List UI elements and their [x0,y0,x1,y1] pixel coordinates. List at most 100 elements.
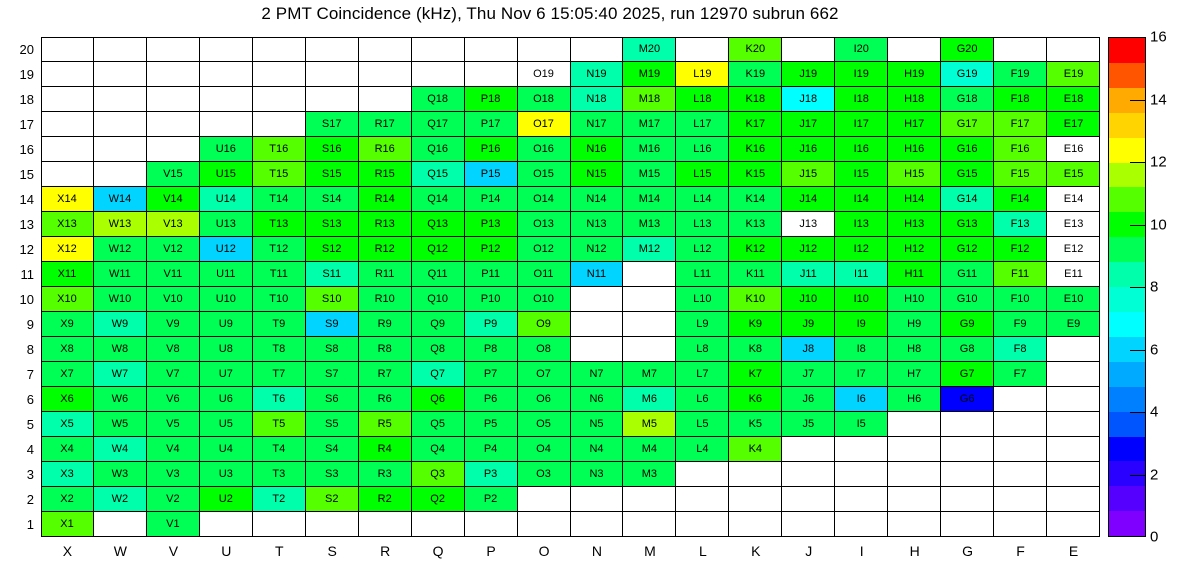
heatmap-cell-label: O6 [536,392,551,405]
heatmap-cell-label: M5 [641,417,658,430]
heatmap-cell: G12 [941,237,995,262]
x-axis-tick-label: K [751,543,761,559]
y-axis-tick-label: 18 [19,92,34,107]
heatmap-cell-label: I8 [856,342,866,355]
heatmap-cell-empty [623,512,677,537]
colorbar-tick-label: 12 [1150,153,1167,171]
heatmap-cell: T8 [252,337,306,362]
heatmap-cell-label: W11 [109,267,131,280]
heatmap-cell-label: L15 [693,167,712,180]
heatmap-cell-empty [888,512,942,537]
heatmap-cell-label: X1 [60,518,74,530]
heatmap-cell: R14 [358,187,412,212]
heatmap-cell-label: Q16 [427,142,449,155]
heatmap-cell-label: K4 [748,442,763,455]
colorbar-band [1109,187,1145,213]
heatmap-cell: L11 [676,262,730,287]
heatmap-cell: O7 [517,362,571,387]
heatmap-cell-label: Q4 [430,442,445,455]
heatmap-cell-empty [358,87,412,112]
heatmap-cell: M16 [623,137,677,162]
heatmap-cell: M17 [623,112,677,137]
heatmap-cell-label: X9 [60,317,74,330]
heatmap-cell-label: J11 [799,267,817,280]
heatmap-cell: L13 [676,212,730,237]
heatmap-cell-empty [835,462,889,487]
x-axis-tick-label: M [644,543,656,559]
heatmap-cell-label: F8 [1013,342,1027,355]
heatmap-cell-label: V6 [166,392,180,405]
heatmap-cell-label: J16 [799,142,818,155]
heatmap-cell-label: Q14 [427,192,449,205]
heatmap-cell: Q14 [411,187,465,212]
heatmap-cell-empty [93,512,147,537]
heatmap-cell: N7 [570,362,624,387]
heatmap-cell-label: J19 [799,67,818,80]
heatmap-cell: T14 [252,187,306,212]
heatmap-cell-label: X5 [60,417,74,430]
heatmap-cell-label: W7 [111,367,129,380]
heatmap-cell: N17 [570,112,624,137]
heatmap-cell: K16 [729,137,783,162]
heatmap-cell-label: F15 [1010,167,1030,180]
heatmap-cell-label: H8 [907,342,922,355]
heatmap-cell-label: R10 [374,292,395,305]
heatmap-cell: X7 [41,362,94,387]
heatmap-cell: K6 [729,387,783,412]
heatmap-cell-label: I13 [853,217,869,230]
y-axis-tick-label: 6 [26,392,34,407]
heatmap-cell: S6 [305,387,359,412]
heatmap-cell: W14 [93,187,147,212]
heatmap-cell-label: L9 [696,317,709,330]
heatmap-cell-empty [888,462,942,487]
heatmap-cell: J8 [782,337,836,362]
heatmap-cell: H15 [888,162,942,187]
heatmap-cell-label: X4 [60,442,74,455]
heatmap-cell-label: M13 [638,217,661,230]
heatmap-cell: N14 [570,187,624,212]
heatmap-cell: Q6 [411,387,465,412]
heatmap-cell-label: R17 [374,117,395,130]
heatmap-cell: K5 [729,412,783,437]
heatmap-cell: T3 [252,462,306,487]
heatmap-cell-label: X7 [60,367,74,380]
heatmap-cell: V15 [146,162,200,187]
heatmap-cell-label: O16 [533,142,554,155]
heatmap-cell: X4 [41,437,94,462]
heatmap-cell-empty [146,62,200,87]
heatmap-cell-label: K12 [745,242,766,255]
heatmap-cell: U6 [199,387,253,412]
heatmap-cell: E11 [1047,262,1100,287]
heatmap-cell-label: M15 [638,167,661,180]
heatmap-cell: U13 [199,212,253,237]
heatmap-cell-label: L19 [693,67,712,80]
heatmap-cell-label: K11 [745,267,765,280]
heatmap-cell: L5 [676,412,730,437]
heatmap-cell: N5 [570,412,624,437]
heatmap-cell-label: V11 [163,267,183,280]
heatmap-cell-label: O11 [533,267,554,280]
colorbar-band [1109,112,1145,138]
heatmap-cell-label: G10 [956,292,978,305]
heatmap-cell-label: F13 [1010,217,1030,230]
heatmap-cell: N4 [570,437,624,462]
heatmap-cell: V5 [146,412,200,437]
heatmap-cell-label: G6 [959,392,975,405]
heatmap-cell-label: H9 [907,317,922,330]
heatmap-cell-label: K17 [745,117,766,130]
heatmap-cell: I5 [835,412,889,437]
heatmap-cell: T2 [252,487,306,512]
heatmap-cell-label: F7 [1013,367,1027,380]
heatmap-cell-label: M7 [641,367,658,380]
colorbar-tick-label: 14 [1150,91,1167,108]
heatmap-cell-empty [623,487,677,512]
heatmap-cell: N11 [570,262,624,287]
heatmap-cell-label: S9 [324,317,339,330]
heatmap-cell: X2 [41,487,94,512]
heatmap-cell-label: R5 [377,417,392,430]
heatmap-cell: G13 [941,212,995,237]
heatmap-cell: U5 [199,412,253,437]
heatmap-cell: G15 [941,162,995,187]
heatmap-cell: K20 [729,37,783,62]
colorbar-band [1109,386,1145,412]
